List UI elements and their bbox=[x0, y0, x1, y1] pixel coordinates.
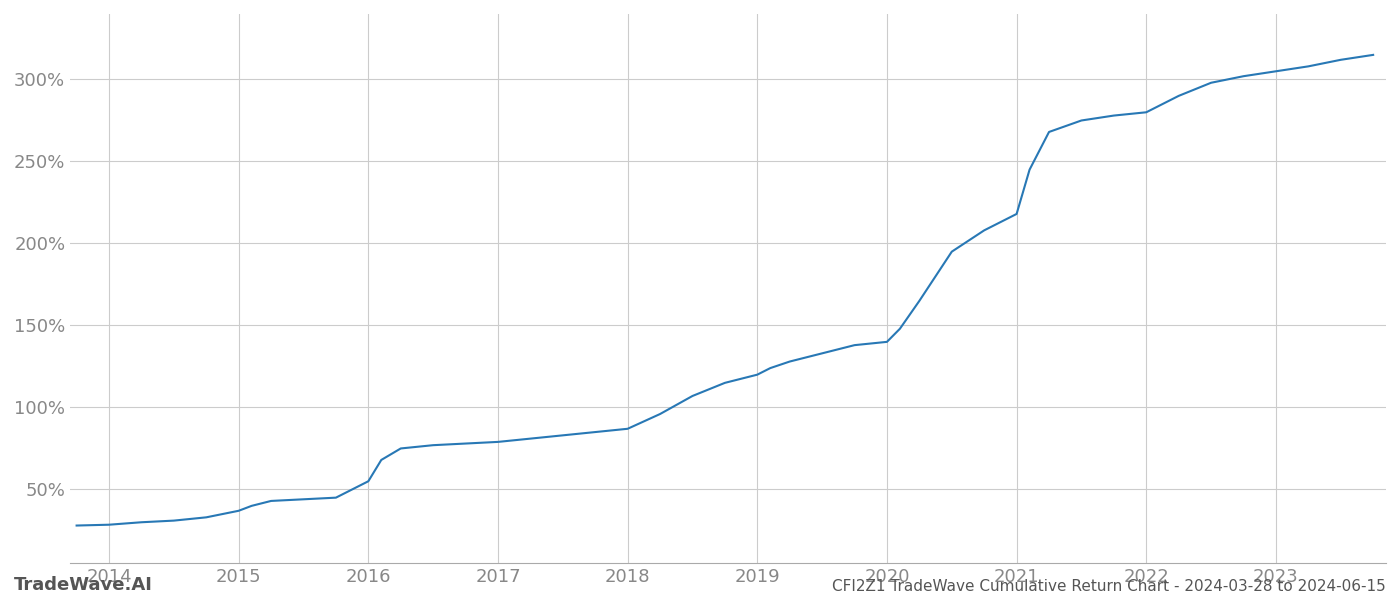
Text: TradeWave.AI: TradeWave.AI bbox=[14, 576, 153, 594]
Text: CFI2Z1 TradeWave Cumulative Return Chart - 2024-03-28 to 2024-06-15: CFI2Z1 TradeWave Cumulative Return Chart… bbox=[832, 579, 1386, 594]
